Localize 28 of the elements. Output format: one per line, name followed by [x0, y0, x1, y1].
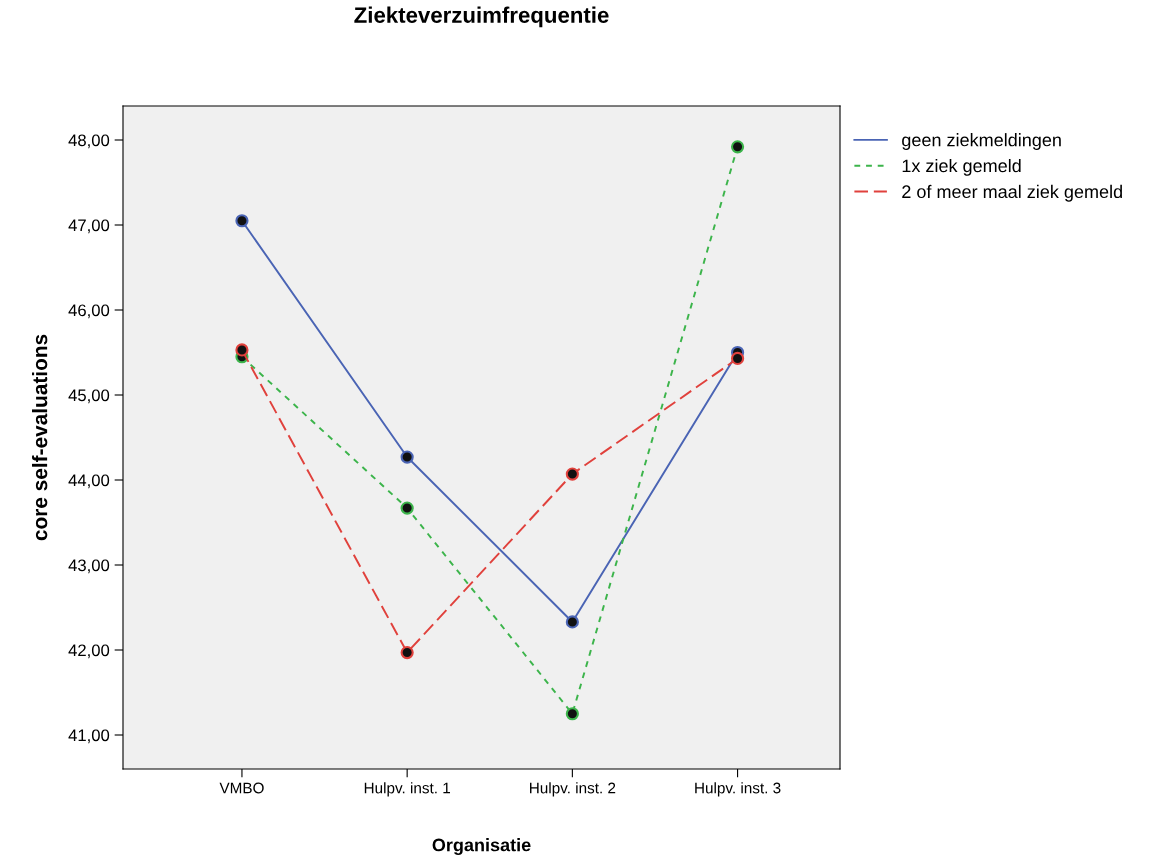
- point: [565, 615, 579, 629]
- point: [235, 343, 249, 357]
- y-tick-label: 42,00: [68, 644, 110, 659]
- x-tick-label: VMBO: [219, 782, 264, 794]
- y-tick-label: 44,00: [68, 474, 110, 489]
- point: [730, 140, 745, 154]
- y-tick-label: 48,00: [68, 134, 110, 149]
- y-tick-label: 46,00: [68, 304, 110, 319]
- point: [400, 501, 414, 515]
- point: [235, 214, 249, 228]
- x-axis-title: Organisatie: [432, 838, 531, 856]
- point: [565, 707, 579, 721]
- legend-label: geen ziekmeldingen: [902, 133, 1061, 150]
- point: [400, 450, 414, 464]
- y-tick-label: 41,00: [68, 729, 110, 744]
- y-tick-label: 45,00: [68, 389, 110, 404]
- x-tick-label: Hulpv. inst. 3: [695, 782, 781, 797]
- y-tick-label: 43,00: [68, 559, 110, 574]
- x-tick-label: Hulpv. inst. 1: [364, 782, 450, 797]
- x-tick-label: Hulpv. inst. 2: [530, 782, 616, 797]
- legend-label: 2 of meer maal ziek gemeld: [902, 184, 1122, 202]
- chart-title: Ziekteverzuimfrequentie: [354, 6, 609, 28]
- y-axis-title: core self-evaluations: [32, 334, 48, 541]
- y-tick-label: 47,00: [68, 219, 110, 234]
- legend-label: 1x ziek gemeld: [902, 158, 1021, 176]
- point: [400, 645, 414, 660]
- point: [565, 467, 579, 481]
- point: [730, 351, 745, 366]
